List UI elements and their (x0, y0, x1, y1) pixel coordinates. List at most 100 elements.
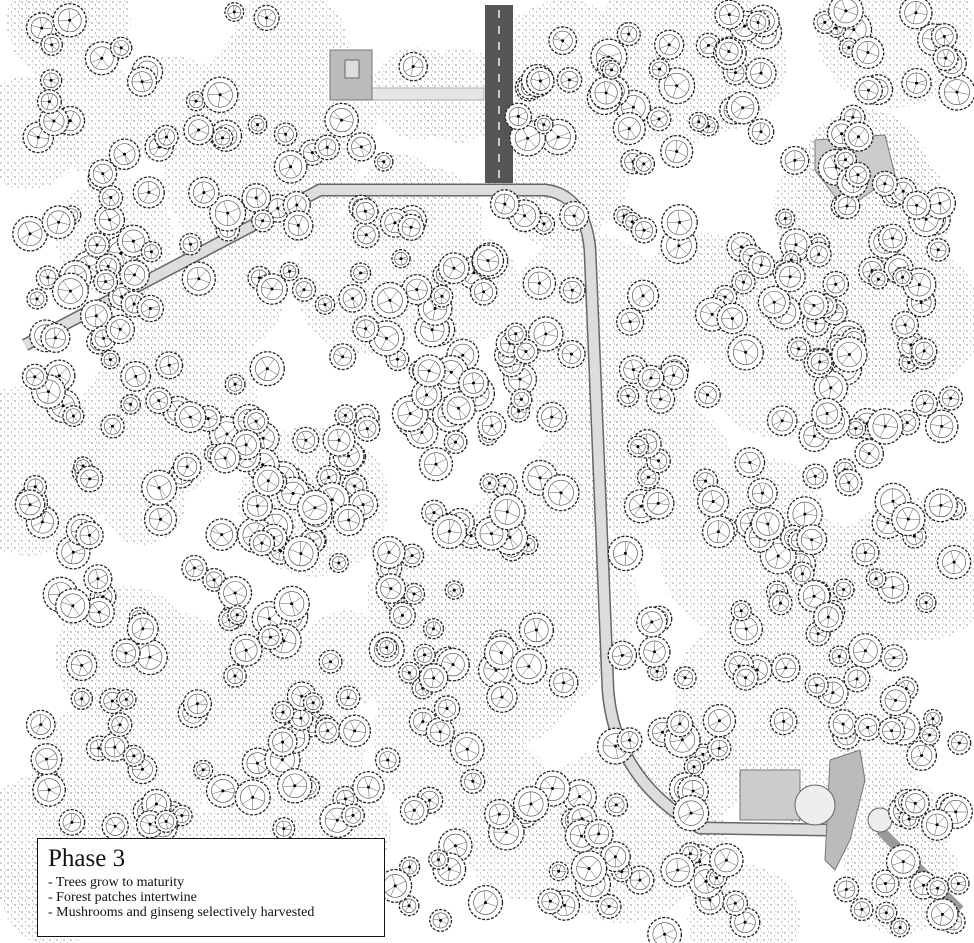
tree-trunk (614, 744, 617, 748)
tree-trunk (578, 795, 582, 799)
tree-branch (633, 107, 643, 116)
tree-inner (322, 653, 339, 670)
tree (388, 601, 416, 629)
tree-trunk (244, 443, 248, 447)
tree-trunk (884, 882, 887, 885)
tree-trunk (944, 56, 948, 60)
tree-branch (525, 629, 537, 634)
tree (899, 0, 933, 30)
tree-trunk (923, 401, 927, 405)
tree-trunk (254, 419, 258, 423)
tree (947, 872, 970, 895)
tree-branch (903, 853, 913, 862)
tree-branch (105, 210, 110, 220)
tree (136, 294, 165, 323)
tree (926, 898, 959, 931)
tree-branch (63, 401, 75, 407)
tree-branch (329, 811, 338, 821)
tree-inner (85, 304, 108, 328)
tree-trunk (834, 282, 838, 286)
tree-trunk (296, 223, 300, 227)
tree-branch (368, 777, 374, 788)
tree-trunk (123, 152, 126, 156)
tree-trunk (844, 9, 848, 13)
tree (374, 152, 394, 172)
tree-trunk (924, 217, 928, 221)
tree-branch (148, 186, 159, 193)
tree-inner (884, 689, 907, 712)
tree-trunk (847, 46, 851, 50)
tree (766, 405, 798, 437)
tree-branch (894, 854, 904, 862)
tree-trunk (385, 336, 388, 340)
tree-trunk (587, 867, 591, 870)
tree-branch (922, 219, 927, 232)
tree-trunk (562, 681, 566, 685)
tree-trunk (40, 520, 44, 524)
tree-branch (335, 119, 342, 131)
tree (871, 869, 900, 898)
tree-branch (429, 794, 437, 801)
tree-trunk (677, 244, 681, 248)
tree-trunk (313, 506, 317, 510)
tree-trunk (504, 830, 508, 834)
tree (243, 408, 269, 435)
tree-trunk (367, 785, 370, 789)
tree-branch (293, 216, 299, 226)
tree-branch (579, 796, 590, 803)
tree (915, 592, 937, 613)
tree-branch (903, 339, 912, 346)
tree (257, 624, 284, 651)
tree (798, 290, 829, 321)
tree-trunk (779, 601, 782, 605)
tree-trunk (47, 788, 51, 792)
tree-trunk (739, 245, 743, 249)
tree (570, 850, 608, 887)
tree-trunk (675, 84, 679, 88)
tree-inner (665, 858, 690, 883)
tree-trunk (461, 353, 465, 357)
tree (115, 689, 137, 710)
tree-branch (941, 420, 952, 427)
tree-trunk (863, 551, 867, 555)
tree-branch (422, 794, 430, 801)
tree-branch (133, 241, 136, 253)
tree-trunk (891, 499, 895, 503)
tree-trunk (260, 541, 264, 545)
tree-branch (115, 320, 121, 330)
tree-branch (596, 52, 609, 58)
tree-inner (930, 241, 947, 259)
tree-branch (639, 874, 649, 881)
tree-branch (462, 355, 472, 363)
tree-branch (474, 291, 484, 296)
tree-trunk (233, 674, 237, 678)
tree-branch (270, 755, 283, 760)
tree-branch (744, 914, 752, 923)
tree-trunk (656, 501, 660, 505)
tree-trunk (844, 158, 847, 162)
tree-trunk (310, 151, 314, 155)
tree-branch (578, 809, 583, 819)
tree-trunk (147, 190, 151, 194)
path-branch (876, 826, 964, 914)
tree-inner (261, 278, 283, 300)
tree-branch (245, 650, 253, 660)
tree (877, 717, 906, 745)
tree-trunk (724, 858, 728, 862)
tree-branch (956, 92, 961, 105)
tree (706, 736, 732, 761)
tree-branch (653, 934, 665, 940)
tree (673, 666, 697, 690)
tree-trunk (500, 695, 504, 699)
tree (731, 270, 756, 295)
tree (921, 808, 954, 841)
tree-inner (837, 196, 857, 216)
tree (14, 489, 46, 521)
tree-branch (526, 803, 532, 816)
tree-trunk (261, 463, 265, 467)
tree-branch (120, 253, 129, 264)
tree-branch (215, 433, 228, 440)
tree-branch (31, 724, 41, 729)
tree-branch (856, 552, 866, 555)
tree (542, 474, 580, 512)
